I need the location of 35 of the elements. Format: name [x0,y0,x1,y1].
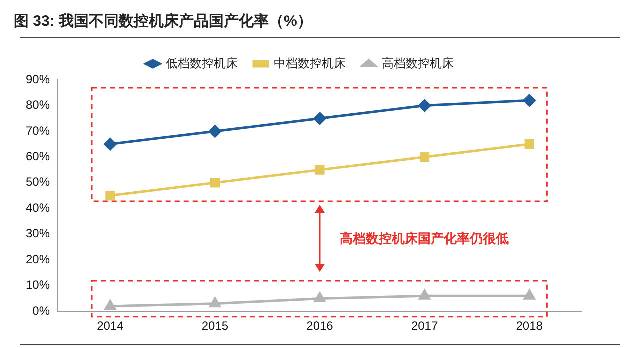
x-tick-label: 2014 [97,319,124,334]
point [104,138,117,151]
y-tick-label: 30% [26,226,50,241]
y-tick-label: 10% [26,278,50,292]
y-tick-label: 20% [26,252,50,266]
point [208,125,222,138]
annotation: 高档数控机床国产化率仍很低 [340,230,509,248]
legend-label: 低档数控机床 [166,56,238,70]
point [104,300,116,310]
point [419,290,430,300]
x-tick-label: 2016 [306,319,334,334]
point [210,298,221,308]
legend-label: 中档数控机床 [274,56,346,70]
point [524,140,534,150]
y-tick-label: 70% [26,124,50,138]
point [418,99,432,112]
point [420,152,430,162]
point [523,94,536,107]
x-tick-label: 2018 [516,319,544,334]
point [210,178,220,188]
y-tick-label: 90% [26,72,50,86]
point [315,165,325,175]
legend-label: 高档数控机床 [382,56,454,70]
point [106,191,116,201]
point [314,112,326,125]
y-tick-label: 50% [26,175,50,190]
x-tick-label: 2015 [202,319,229,334]
point [314,292,326,302]
y-tick-label: 40% [26,200,50,215]
y-tick-label: 60% [26,150,50,164]
point [524,290,536,300]
y-tick-label: 80% [26,98,50,112]
x-tick-label: 2017 [411,319,438,334]
chart-title: 图 33: 我国不同数控机床产品国产化率（%） [13,12,314,32]
y-tick-label: 0% [32,304,50,318]
